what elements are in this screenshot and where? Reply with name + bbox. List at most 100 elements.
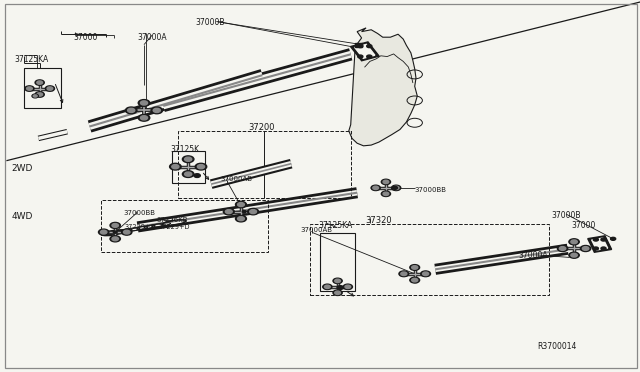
Circle shape [571, 240, 577, 244]
Bar [355, 43, 362, 46]
Circle shape [580, 246, 591, 251]
Circle shape [184, 172, 192, 176]
Circle shape [237, 203, 244, 206]
Circle shape [236, 201, 246, 208]
Text: 37226KB: 37226KB [157, 217, 188, 223]
Circle shape [110, 222, 120, 228]
Bar [101, 200, 268, 252]
Bar [178, 131, 351, 198]
Circle shape [37, 93, 42, 96]
Polygon shape [349, 28, 417, 146]
Circle shape [571, 253, 577, 257]
Circle shape [358, 45, 363, 48]
Circle shape [243, 211, 246, 213]
Text: 37000BB: 37000BB [124, 210, 156, 216]
Circle shape [324, 285, 330, 289]
Circle shape [27, 87, 32, 90]
Circle shape [401, 272, 407, 276]
Bar [310, 224, 549, 295]
Circle shape [182, 171, 194, 177]
Circle shape [371, 185, 380, 190]
Circle shape [399, 271, 409, 277]
Circle shape [113, 231, 117, 233]
Circle shape [569, 239, 579, 245]
Bar [355, 44, 375, 58]
Text: 4WD: 4WD [12, 212, 33, 221]
Circle shape [197, 164, 205, 169]
Circle shape [140, 116, 148, 120]
Circle shape [420, 271, 431, 277]
Circle shape [383, 180, 388, 183]
Circle shape [153, 108, 161, 112]
Circle shape [110, 236, 120, 242]
Circle shape [138, 100, 150, 106]
Bar [351, 42, 379, 61]
Circle shape [333, 278, 342, 283]
Text: 2WD: 2WD [12, 164, 33, 173]
Text: 37000BB: 37000BB [414, 187, 446, 193]
Circle shape [559, 247, 566, 250]
Circle shape [333, 290, 342, 295]
Circle shape [383, 192, 388, 195]
Bar [24, 68, 61, 108]
Circle shape [236, 215, 246, 222]
Circle shape [412, 278, 418, 282]
Circle shape [124, 230, 130, 234]
Text: 37229+D: 37229+D [159, 224, 190, 230]
Text: 37000B: 37000B [552, 211, 581, 220]
Circle shape [32, 94, 38, 98]
Circle shape [37, 81, 42, 84]
Circle shape [557, 246, 568, 251]
Circle shape [367, 45, 372, 48]
Circle shape [112, 237, 118, 241]
Circle shape [33, 95, 37, 97]
Circle shape [412, 266, 418, 269]
Text: 37229+C: 37229+C [125, 224, 156, 230]
Circle shape [248, 208, 259, 215]
Circle shape [182, 156, 194, 163]
Text: 37125KA: 37125KA [319, 221, 353, 230]
Text: 37320: 37320 [365, 216, 392, 225]
Circle shape [138, 115, 150, 121]
Circle shape [601, 238, 606, 241]
Circle shape [343, 284, 353, 289]
Circle shape [127, 108, 135, 112]
Circle shape [250, 210, 257, 214]
Text: 37000B: 37000B [195, 18, 225, 27]
Circle shape [25, 86, 34, 91]
Circle shape [35, 80, 44, 85]
Circle shape [35, 92, 44, 97]
Text: 37000A: 37000A [138, 33, 167, 42]
Circle shape [392, 186, 397, 189]
Circle shape [394, 186, 399, 189]
Circle shape [422, 272, 429, 276]
Circle shape [237, 217, 244, 221]
Circle shape [593, 238, 598, 241]
Circle shape [100, 230, 107, 234]
Bar [172, 151, 205, 183]
Circle shape [140, 101, 148, 105]
Circle shape [381, 191, 390, 196]
Text: 37000A: 37000A [518, 251, 548, 260]
Circle shape [335, 279, 340, 283]
Circle shape [225, 210, 232, 214]
Circle shape [373, 186, 378, 189]
Text: 37200: 37200 [248, 123, 275, 132]
Bar [592, 238, 607, 250]
Circle shape [112, 224, 118, 227]
Circle shape [611, 237, 616, 240]
Text: R3700014: R3700014 [538, 342, 577, 351]
Circle shape [593, 247, 598, 250]
Circle shape [582, 247, 589, 250]
Circle shape [323, 284, 332, 289]
Circle shape [170, 163, 181, 170]
Text: 37125K: 37125K [171, 145, 200, 154]
Circle shape [125, 107, 137, 114]
Circle shape [358, 55, 363, 58]
Circle shape [337, 286, 344, 289]
Circle shape [367, 55, 372, 58]
Text: 37000: 37000 [572, 221, 596, 230]
Text: 37125KA: 37125KA [14, 55, 49, 64]
Circle shape [151, 107, 163, 114]
Circle shape [392, 185, 401, 190]
